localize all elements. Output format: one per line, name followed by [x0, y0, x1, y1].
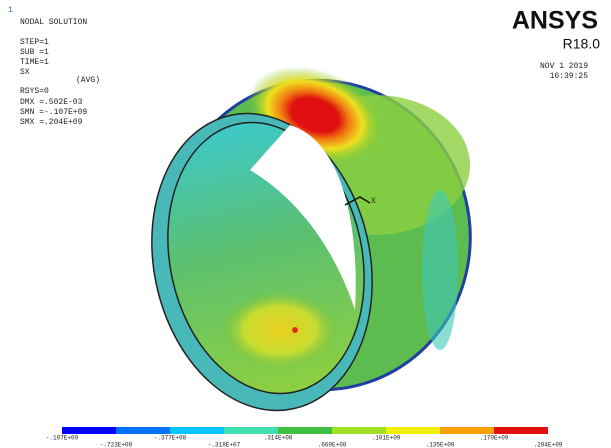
- brand: ANSYS: [512, 7, 598, 35]
- legend-label: .170E+09: [480, 435, 509, 442]
- legend-labels: -.107E+09 -.723E+08 -.377E+08 -.318E+07 .314…: [46, 435, 563, 448]
- axis-label: X: [371, 197, 376, 206]
- info-line: (AVG): [76, 76, 100, 85]
- info-line: NODAL SOLUTION: [20, 18, 87, 27]
- info-line: SX: [20, 68, 30, 77]
- legend-label: .204E+09: [534, 442, 563, 448]
- legend-label: .135E+09: [426, 442, 455, 448]
- date: NOV 1 2019: [540, 62, 588, 71]
- info-line: SUB =1: [20, 48, 49, 57]
- legend-label: -.318E+07: [208, 442, 241, 448]
- legend-label: .314E+08: [264, 435, 293, 442]
- time: 16:39:25: [550, 72, 589, 81]
- viewport: 1 NODAL SOLUTION STEP=1 SUB =1 TIME=1 SX…: [0, 0, 611, 448]
- info-line: DMX =.502E-03: [20, 98, 83, 107]
- window-number: 1: [8, 6, 13, 15]
- info-line: TIME=1: [20, 58, 49, 67]
- release: R18.0: [563, 36, 601, 52]
- legend-label: .660E+08: [318, 442, 347, 448]
- legend-label: -.107E+09: [46, 435, 79, 442]
- legend-label: -.723E+08: [100, 442, 133, 448]
- info-line: SMN =-.107E+09: [20, 108, 87, 117]
- ansys-window: 1 NODAL SOLUTION STEP=1 SUB =1 TIME=1 SX…: [0, 0, 611, 448]
- info-line: STEP=1: [20, 38, 49, 47]
- legend-label: .101E+09: [372, 435, 401, 442]
- ring-model: X: [125, 48, 503, 431]
- legend-bar: [62, 427, 548, 434]
- info-line: SMX =.204E+09: [20, 118, 83, 127]
- legend-label: -.377E+08: [154, 435, 187, 442]
- info-line: RSYS=0: [20, 87, 49, 96]
